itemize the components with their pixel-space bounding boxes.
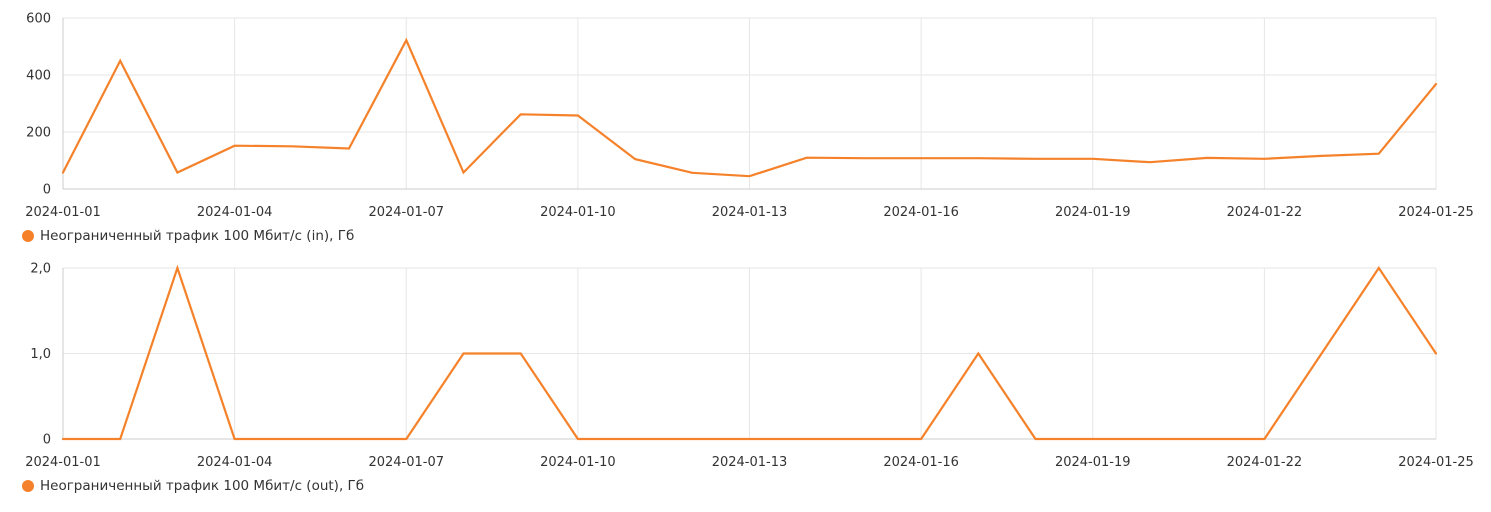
data-point[interactable] — [232, 436, 238, 442]
data-point[interactable] — [1261, 436, 1267, 442]
x-tick-label: 2024-01-07 — [368, 205, 444, 220]
x-tick-label: 2024-01-07 — [368, 455, 444, 470]
data-point[interactable] — [1090, 436, 1096, 442]
x-tick-label: 2024-01-22 — [1227, 455, 1303, 470]
x-tick-label: 2024-01-13 — [712, 205, 788, 220]
x-tick-label: 2024-01-01 — [25, 205, 101, 220]
x-tick-label: 2024-01-25 — [1398, 455, 1474, 470]
legend-in-marker — [22, 230, 34, 242]
data-point[interactable] — [346, 436, 352, 442]
x-tick-label: 2024-01-16 — [883, 205, 959, 220]
x-tick-label: 2024-01-22 — [1227, 205, 1303, 220]
chart-in-svg: 0 200 400 600 2024-01-01 2024-01-04 2024-01-07… — [25, 12, 1474, 221]
x-tick-label: 2024-01-13 — [712, 455, 788, 470]
data-point[interactable] — [1433, 351, 1439, 357]
data-point[interactable] — [174, 265, 180, 271]
y-tick-label: 2,0 — [30, 262, 51, 277]
data-point[interactable] — [60, 436, 66, 442]
series-line-out[interactable] — [61, 264, 1438, 441]
series-line-in[interactable] — [61, 37, 1438, 178]
data-point[interactable] — [1376, 265, 1382, 271]
data-point[interactable] — [918, 436, 924, 442]
x-tick-label: 2024-01-19 — [1055, 455, 1131, 470]
y-tick-label: 0 — [43, 183, 51, 198]
grid-in — [62, 17, 1437, 190]
data-point[interactable] — [289, 436, 295, 442]
legend-in[interactable]: Неограниченный трафик 100 Мбит/с (in), Г… — [22, 228, 354, 244]
y-tick-label: 400 — [26, 69, 51, 84]
data-point[interactable] — [1204, 436, 1210, 442]
chart-out-svg: 0 1,0 2,0 2024-01-01 2024-01-04 2024-01-07 202… — [25, 262, 1474, 471]
x-tick-label: 2024-01-10 — [540, 205, 616, 220]
legend-out-marker — [22, 480, 34, 492]
y-tick-label: 200 — [26, 126, 51, 141]
legend-out[interactable]: Неограниченный трафик 100 Мбит/с (out), … — [22, 478, 364, 494]
x-tick-label: 2024-01-16 — [883, 455, 959, 470]
data-point[interactable] — [1033, 436, 1039, 442]
legend-in-label: Неограниченный трафик 100 Мбит/с (in), Г… — [40, 228, 355, 244]
x-tick-label: 2024-01-25 — [1398, 205, 1474, 220]
data-point[interactable] — [403, 436, 409, 442]
data-point[interactable] — [689, 436, 695, 442]
y-tick-label: 1,0 — [30, 347, 51, 362]
data-point[interactable] — [1147, 436, 1153, 442]
x-tick-label: 2024-01-01 — [25, 455, 101, 470]
data-point[interactable] — [460, 351, 466, 357]
data-point[interactable] — [632, 436, 638, 442]
data-point[interactable] — [975, 351, 981, 357]
legend-out-label: Неограниченный трафик 100 Мбит/с (out), … — [40, 478, 365, 494]
data-point[interactable] — [804, 436, 810, 442]
data-point[interactable] — [861, 436, 867, 442]
x-tick-label: 2024-01-10 — [540, 455, 616, 470]
data-point[interactable] — [117, 436, 123, 442]
data-point[interactable] — [518, 351, 524, 357]
x-tick-label: 2024-01-19 — [1055, 205, 1131, 220]
chart-in-traffic: 0 200 400 600 2024-01-01 2024-01-04 2024-01-07… — [0, 0, 1491, 244]
data-point[interactable] — [575, 436, 581, 442]
data-point[interactable] — [1319, 351, 1325, 357]
y-tick-label: 600 — [26, 12, 51, 27]
grid-out — [62, 267, 1437, 440]
y-tick-label: 0 — [43, 433, 51, 448]
x-tick-label: 2024-01-04 — [197, 205, 273, 220]
x-tick-label: 2024-01-04 — [197, 455, 273, 470]
data-point[interactable] — [747, 436, 753, 442]
